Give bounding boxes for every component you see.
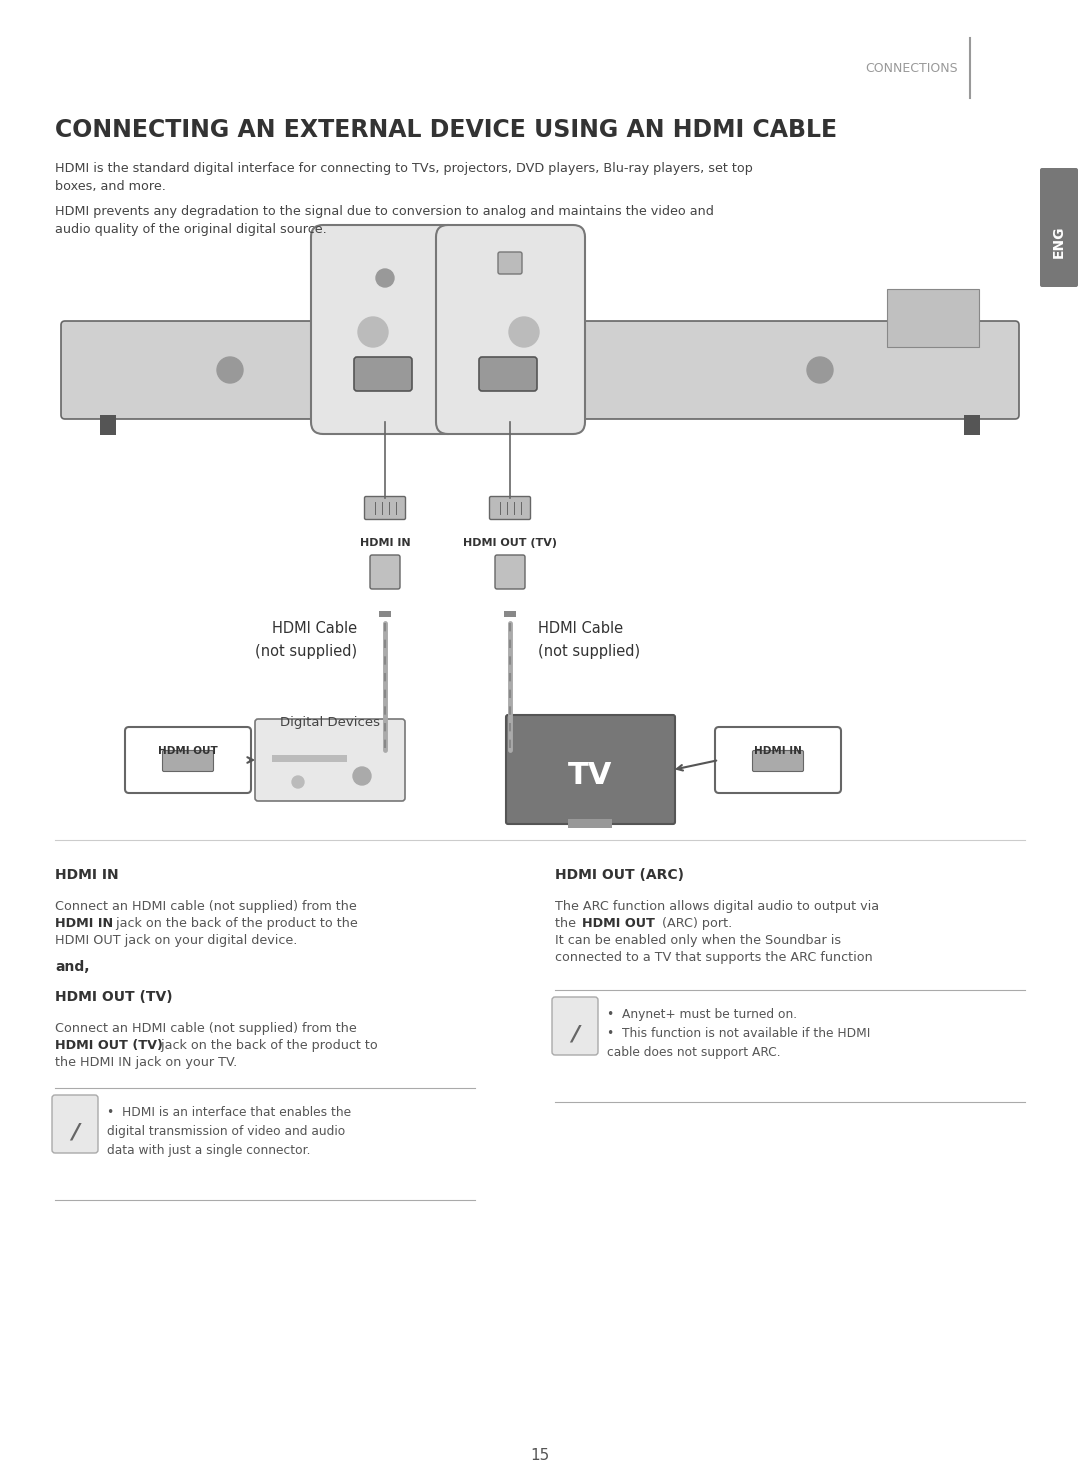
Circle shape xyxy=(292,776,303,788)
Text: HDMI IN: HDMI IN xyxy=(754,746,802,755)
Text: CONNECTING AN EXTERNAL DEVICE USING AN HDMI CABLE: CONNECTING AN EXTERNAL DEVICE USING AN H… xyxy=(55,118,837,142)
Text: the HDMI IN jack on your TV.: the HDMI IN jack on your TV. xyxy=(55,1056,238,1069)
Text: (ARC) port.: (ARC) port. xyxy=(658,917,732,930)
Circle shape xyxy=(376,270,394,287)
Text: HDMI OUT jack on your digital device.: HDMI OUT jack on your digital device. xyxy=(55,935,297,946)
FancyBboxPatch shape xyxy=(52,1094,98,1154)
Bar xyxy=(504,612,516,618)
Bar xyxy=(379,612,391,618)
Text: ENG: ENG xyxy=(1052,225,1066,258)
Text: HDMI prevents any degradation to the signal due to conversion to analog and main: HDMI prevents any degradation to the sig… xyxy=(55,204,714,235)
Text: /: / xyxy=(571,1025,579,1046)
Text: /: / xyxy=(71,1123,79,1143)
FancyBboxPatch shape xyxy=(552,997,598,1054)
Circle shape xyxy=(217,357,243,384)
Text: connected to a TV that supports the ARC function: connected to a TV that supports the ARC … xyxy=(555,951,873,964)
Circle shape xyxy=(353,767,372,785)
FancyBboxPatch shape xyxy=(753,751,804,772)
Text: HDMI IN: HDMI IN xyxy=(360,538,410,548)
Circle shape xyxy=(509,317,539,347)
FancyBboxPatch shape xyxy=(354,357,411,391)
Text: HDMI OUT: HDMI OUT xyxy=(158,746,218,755)
Text: HDMI OUT (TV): HDMI OUT (TV) xyxy=(55,989,173,1004)
Text: Digital Devices: Digital Devices xyxy=(280,715,380,729)
Text: HDMI OUT: HDMI OUT xyxy=(582,917,654,930)
Text: CONNECTIONS: CONNECTIONS xyxy=(865,62,958,74)
FancyBboxPatch shape xyxy=(311,225,460,434)
Text: •  HDMI is an interface that enables the
digital transmission of video and audio: • HDMI is an interface that enables the … xyxy=(107,1106,351,1157)
FancyBboxPatch shape xyxy=(162,751,214,772)
Text: 15: 15 xyxy=(530,1448,550,1463)
Bar xyxy=(272,755,347,763)
FancyBboxPatch shape xyxy=(1040,167,1078,287)
Text: HDMI Cable
(not supplied): HDMI Cable (not supplied) xyxy=(538,622,640,659)
Text: HDMI OUT (TV): HDMI OUT (TV) xyxy=(55,1040,163,1052)
Bar xyxy=(568,819,612,828)
Text: The ARC function allows digital audio to output via: The ARC function allows digital audio to… xyxy=(555,900,879,912)
FancyBboxPatch shape xyxy=(436,225,585,434)
Text: It can be enabled only when the Soundbar is: It can be enabled only when the Soundbar… xyxy=(555,935,841,946)
Circle shape xyxy=(807,357,833,384)
Bar xyxy=(887,289,978,347)
FancyBboxPatch shape xyxy=(125,727,251,792)
FancyBboxPatch shape xyxy=(715,727,841,792)
FancyBboxPatch shape xyxy=(365,496,405,520)
Text: Connect an HDMI cable (not supplied) from the: Connect an HDMI cable (not supplied) fro… xyxy=(55,900,356,912)
Text: HDMI OUT (TV): HDMI OUT (TV) xyxy=(463,538,557,548)
FancyBboxPatch shape xyxy=(507,715,675,823)
Text: HDMI is the standard digital interface for connecting to TVs, projectors, DVD pl: HDMI is the standard digital interface f… xyxy=(55,161,753,193)
Text: the: the xyxy=(555,917,580,930)
Text: Connect an HDMI cable (not supplied) from the: Connect an HDMI cable (not supplied) fro… xyxy=(55,1022,356,1035)
FancyBboxPatch shape xyxy=(60,321,1020,419)
FancyBboxPatch shape xyxy=(370,555,400,589)
Bar xyxy=(964,415,980,435)
FancyBboxPatch shape xyxy=(480,357,537,391)
FancyBboxPatch shape xyxy=(498,252,522,274)
Text: HDMI Cable
(not supplied): HDMI Cable (not supplied) xyxy=(255,622,357,659)
FancyBboxPatch shape xyxy=(489,496,530,520)
Bar xyxy=(100,415,116,435)
FancyBboxPatch shape xyxy=(255,718,405,801)
Text: •  Anynet+ must be turned on.
•  This function is not available if the HDMI
cabl: • Anynet+ must be turned on. • This func… xyxy=(607,1009,870,1059)
FancyBboxPatch shape xyxy=(495,555,525,589)
Text: TV: TV xyxy=(568,761,612,789)
Text: jack on the back of the product to: jack on the back of the product to xyxy=(157,1040,378,1052)
Text: HDMI IN: HDMI IN xyxy=(55,917,113,930)
Text: HDMI OUT (ARC): HDMI OUT (ARC) xyxy=(555,868,684,883)
Text: jack on the back of the product to the: jack on the back of the product to the xyxy=(112,917,357,930)
Circle shape xyxy=(357,317,388,347)
Text: HDMI IN: HDMI IN xyxy=(55,868,119,883)
Text: and,: and, xyxy=(55,960,90,974)
